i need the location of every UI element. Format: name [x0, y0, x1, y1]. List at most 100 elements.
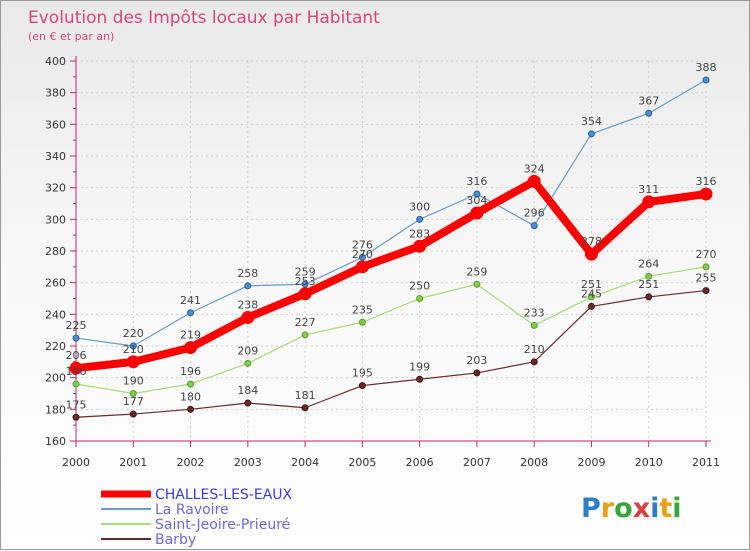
- y-tick-label: 280: [45, 245, 66, 258]
- data-labels: 225 220 241 258 259 276 300 316 296 354 367 388 196 1…: [66, 61, 717, 411]
- data-label: 253: [295, 275, 316, 288]
- data-label: 264: [638, 257, 659, 270]
- legend-label: CHALLES-LES-EAUX: [155, 487, 293, 503]
- data-label: 278: [581, 235, 602, 248]
- data-point: [527, 174, 541, 188]
- data-label: 258: [237, 267, 258, 280]
- data-point: [413, 239, 427, 253]
- y-tick-label: 320: [45, 182, 66, 195]
- data-point: [129, 390, 137, 397]
- y-tick-label: 240: [45, 308, 66, 321]
- legend-label: Saint-Jeoire-Prieuré: [155, 517, 290, 533]
- data-label: 196: [180, 365, 201, 378]
- x-tick-label: 2005: [348, 456, 376, 469]
- proxiti-logo: Proxiti: [581, 493, 682, 524]
- data-label: 177: [123, 395, 144, 408]
- data-label: 210: [123, 343, 144, 356]
- data-label: 296: [524, 207, 545, 220]
- data-label: 316: [466, 175, 487, 188]
- y-tick-label: 400: [45, 55, 66, 68]
- data-label: 235: [352, 303, 373, 316]
- data-label: 311: [638, 183, 659, 196]
- series-line: [75, 289, 707, 418]
- y-tick-label: 220: [45, 340, 66, 353]
- data-label: 199: [409, 360, 430, 373]
- data-point: [358, 382, 366, 390]
- logo-letter: t: [659, 493, 672, 524]
- data-label: 316: [696, 175, 717, 188]
- x-tick-label: 2008: [520, 456, 548, 469]
- series-line: [75, 79, 707, 347]
- data-label: 276: [352, 238, 373, 251]
- y-tick-label: 200: [45, 372, 66, 385]
- logo-letter: x: [633, 493, 650, 524]
- data-point: [416, 375, 424, 383]
- data-label: 270: [352, 248, 373, 261]
- logo-letter: i: [650, 493, 659, 524]
- legend-label: Barby: [155, 532, 196, 548]
- data-point: [587, 130, 595, 138]
- data-point: [702, 287, 710, 295]
- data-label: 220: [123, 327, 144, 340]
- data-label: 250: [409, 280, 430, 293]
- data-label: 175: [66, 398, 87, 411]
- logo-letter: P: [581, 493, 601, 524]
- data-point: [187, 380, 195, 388]
- data-point: [126, 355, 140, 369]
- data-point: [642, 195, 656, 209]
- data-point: [470, 206, 484, 220]
- data-label: 241: [180, 294, 201, 307]
- data-point: [187, 405, 195, 413]
- data-label: 283: [409, 227, 430, 240]
- x-tick-label: 2006: [406, 456, 434, 469]
- data-point: [645, 293, 653, 301]
- x-tick-label: 2011: [692, 456, 720, 469]
- data-label: 304: [466, 194, 487, 207]
- data-point: [244, 399, 252, 407]
- chart-title: Evolution des Impôts locaux par Habitant: [28, 8, 380, 28]
- x-tick-label: 2003: [234, 456, 262, 469]
- data-label: 210: [524, 343, 545, 356]
- x-tick-label: 2000: [62, 456, 90, 469]
- legend-label: La Ravoire: [155, 502, 229, 518]
- data-point: [244, 282, 252, 290]
- data-label: 245: [581, 287, 602, 300]
- data-point: [645, 272, 653, 280]
- y-tick-label: 260: [45, 277, 66, 290]
- data-label: 238: [237, 299, 258, 312]
- data-label: 190: [123, 375, 144, 388]
- grid-lines: [75, 60, 707, 441]
- data-label: 259: [295, 265, 316, 278]
- y-tick-label: 160: [45, 435, 66, 448]
- y-tick-label: 180: [45, 403, 66, 416]
- data-point: [530, 222, 538, 230]
- data-point: [298, 287, 312, 301]
- series-barby: [72, 287, 710, 421]
- data-point: [473, 190, 481, 198]
- data-point: [584, 247, 598, 261]
- data-label: 259: [466, 265, 487, 278]
- data-point: [702, 76, 710, 84]
- data-label: 233: [524, 306, 545, 319]
- data-point: [530, 358, 538, 366]
- data-label: 196: [66, 365, 87, 378]
- data-point: [72, 380, 80, 388]
- data-label: 270: [696, 248, 717, 261]
- series-la-ravoire: [72, 76, 710, 350]
- x-tick-label: 2004: [291, 456, 319, 469]
- data-label: 324: [524, 162, 545, 175]
- x-tick-label: 2001: [119, 456, 147, 469]
- data-label: 255: [696, 272, 717, 285]
- data-label: 225: [66, 319, 87, 332]
- data-point: [241, 311, 255, 324]
- data-point: [358, 318, 366, 326]
- data-point: [69, 361, 83, 375]
- data-point: [645, 109, 653, 117]
- logo-letter: r: [601, 493, 615, 524]
- x-tick-label: 2007: [463, 456, 491, 469]
- data-point: [699, 187, 713, 201]
- series-line: [75, 266, 707, 395]
